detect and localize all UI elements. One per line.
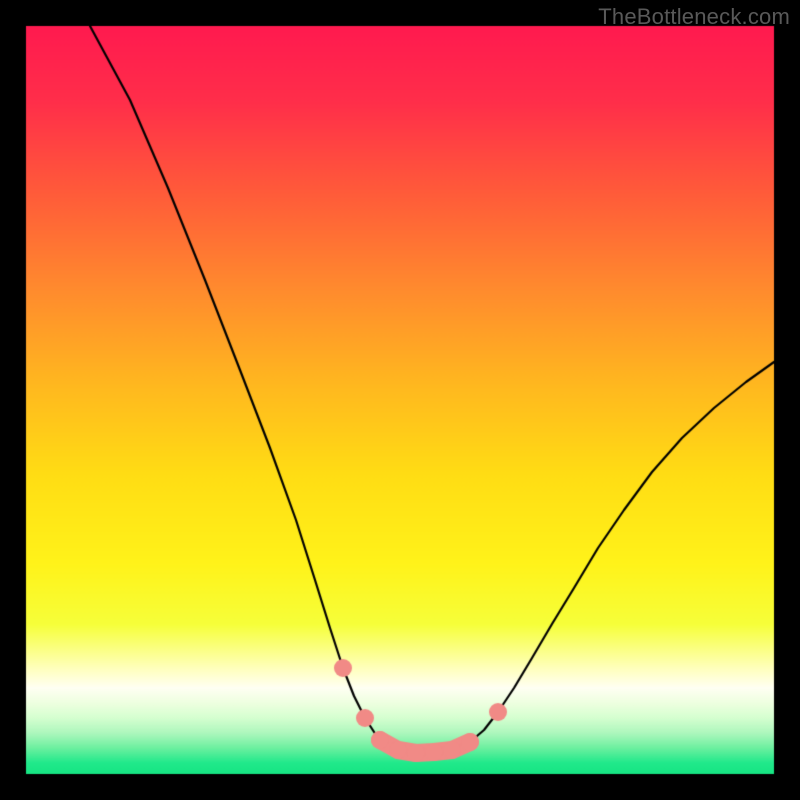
- chart-stage: TheBottleneck.com: [0, 0, 800, 800]
- watermark-text: TheBottleneck.com: [598, 4, 790, 30]
- bottleneck-curve-chart: [0, 0, 800, 800]
